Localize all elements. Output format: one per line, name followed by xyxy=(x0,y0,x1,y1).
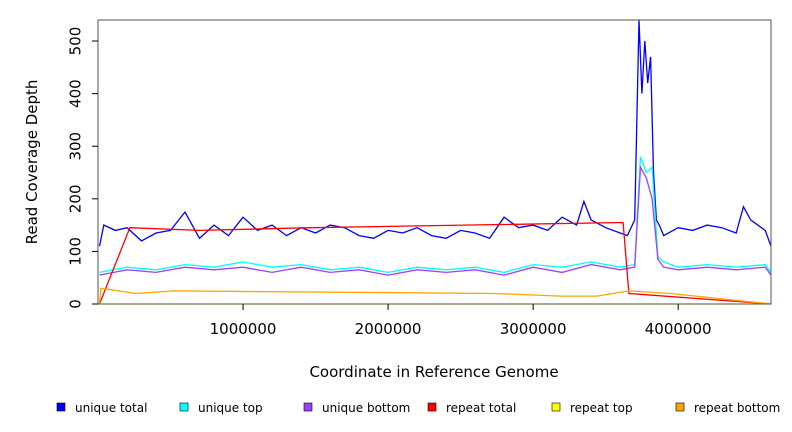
legend-label: repeat top xyxy=(570,401,633,415)
x-tick-label: 4000000 xyxy=(645,320,712,338)
legend-swatch xyxy=(303,402,313,412)
y-tick-label: 400 xyxy=(67,79,85,108)
legend-swatch xyxy=(179,402,189,412)
plot-frame xyxy=(97,19,772,305)
legend-label: repeat bottom xyxy=(694,401,780,415)
series-line-unique-top xyxy=(99,156,772,274)
x-tick-label: 2000000 xyxy=(355,320,422,338)
y-tick-label: 200 xyxy=(67,184,85,213)
legend: unique total unique top unique bottom repea… xyxy=(56,401,780,415)
legend-swatch xyxy=(427,402,437,412)
legend-swatch xyxy=(551,402,561,412)
x-axis-title: Coordinate in Reference Genome xyxy=(309,363,558,381)
legend-swatch xyxy=(675,402,685,412)
y-axis-title: Read Coverage Depth xyxy=(23,80,41,245)
y-tick-label: 500 xyxy=(67,27,85,56)
legend-label: unique total xyxy=(75,401,147,415)
legend-swatch xyxy=(56,402,66,412)
series-line-repeat-total xyxy=(98,221,772,305)
y-axis: 0 100 200 300 400 500 xyxy=(67,27,98,309)
x-tick-label: 1000000 xyxy=(210,320,277,338)
y-tick-label: 0 xyxy=(67,299,85,309)
y-tick-label: 300 xyxy=(67,132,85,161)
series-line-unique-bottom xyxy=(99,165,772,276)
legend-label: unique top xyxy=(198,401,263,415)
series-line-unique-total xyxy=(98,19,772,247)
legend-label: unique bottom xyxy=(322,401,410,415)
x-axis: 1000000 2000000 3000000 4000000 xyxy=(210,304,712,338)
y-tick-label: 100 xyxy=(67,237,85,266)
series-group xyxy=(98,19,772,305)
legend-label: repeat total xyxy=(446,401,516,415)
x-tick-label: 3000000 xyxy=(500,320,567,338)
series-line-repeat-bottom xyxy=(98,287,772,305)
